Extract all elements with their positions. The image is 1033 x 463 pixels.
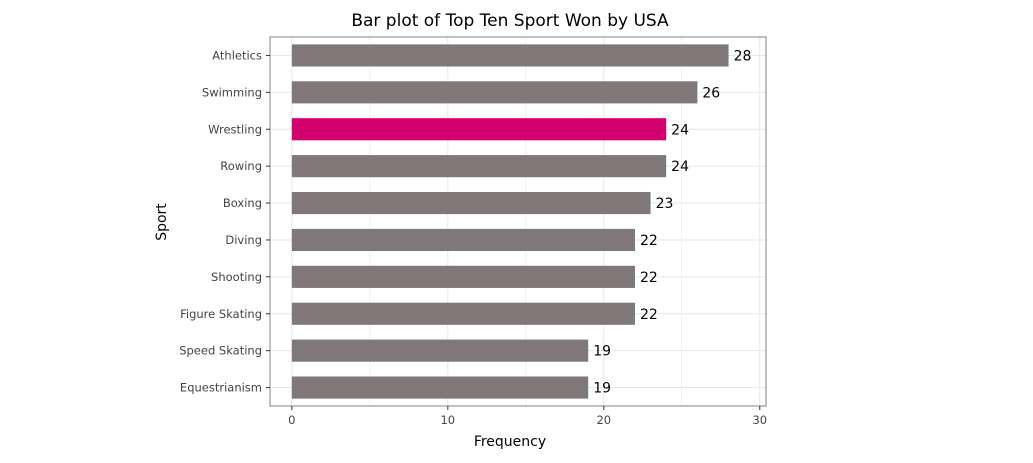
x-tick-label: 30 [752,413,767,427]
bar-rowing [291,155,667,178]
y-tick-label: Rowing [220,159,262,173]
bar-wrestling [291,118,667,141]
bar-athletics [291,44,729,67]
y-tick-label: Figure Skating [180,307,262,321]
x-tick-label: 0 [288,413,295,427]
chart-title: Bar plot of Top Ten Sport Won by USA [351,11,669,31]
bars [291,44,729,399]
x-tick-label: 20 [596,413,611,427]
x-tick-label: 10 [440,413,455,427]
data-label: 22 [640,270,658,286]
data-label: 24 [671,159,689,175]
x-axis-title: Frequency [474,434,546,450]
data-label: 22 [640,233,658,249]
x-axis: 0 10 20 30 [288,406,767,427]
bar-figure-skating [291,302,635,325]
bar-shooting [291,265,635,288]
data-label: 26 [702,85,720,101]
y-tick-label: Equestrianism [180,381,262,395]
bar-speed-skating [291,339,589,362]
bar-equestrianism [291,376,589,399]
y-tick-label: Speed Skating [179,344,262,358]
y-axis-title: Sport [154,203,170,241]
y-tick-label: Athletics [212,48,262,62]
data-label: 19 [593,344,611,360]
bar-swimming [291,81,698,104]
y-tick-label: Diving [225,233,262,247]
y-tick-label: Boxing [223,196,262,210]
y-tick-label: Wrestling [208,122,262,136]
y-tick-label: Shooting [211,270,262,284]
y-axis: Athletics Swimming Wrestling Rowing Boxing Di… [179,48,270,395]
bar-diving [291,228,635,252]
data-label: 22 [640,307,658,323]
data-labels: 28 26 24 24 23 22 22 22 19 19 [593,48,751,396]
data-label: 24 [671,122,689,138]
data-label: 23 [656,196,674,212]
plot-panel-border [269,36,767,407]
data-label: 19 [593,381,611,397]
y-tick-label: Swimming [202,85,262,99]
bar-boxing [291,191,651,215]
data-label: 28 [734,48,752,64]
